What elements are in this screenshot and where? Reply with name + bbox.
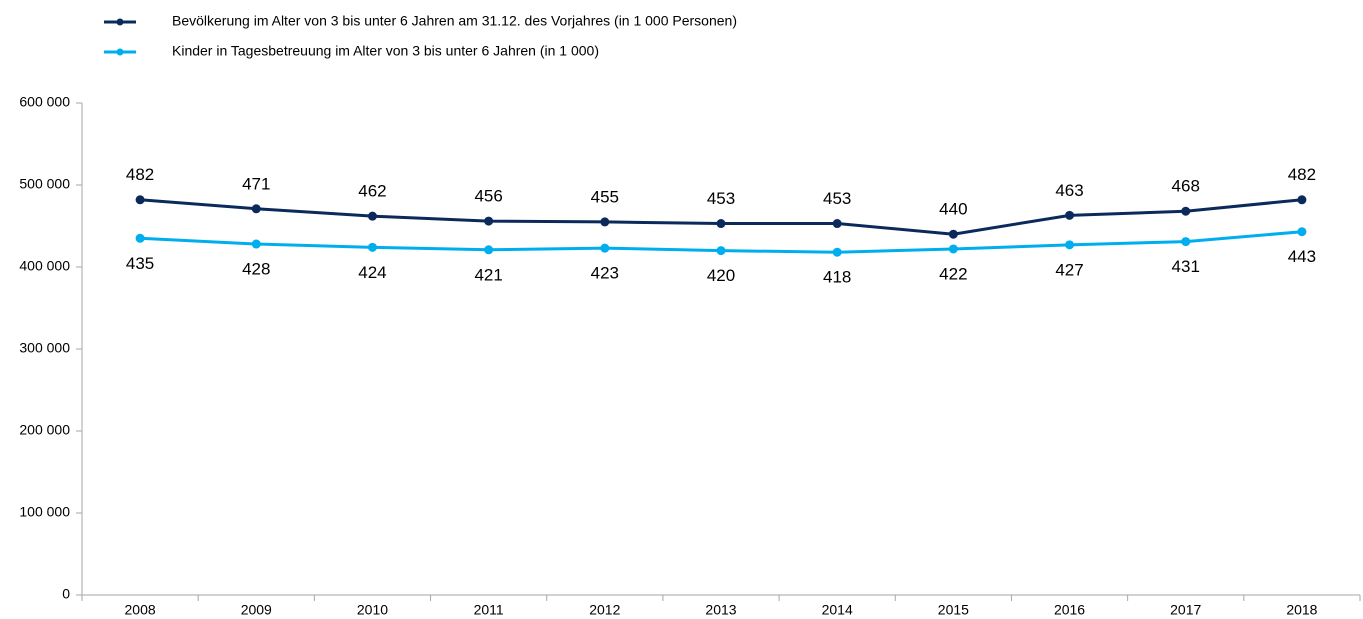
data-label: 421 (474, 265, 502, 284)
x-tick-label: 2011 (474, 602, 504, 618)
x-tick-label: 2012 (589, 602, 620, 618)
y-tick-label: 300 000 (19, 340, 70, 356)
data-point (251, 204, 261, 214)
data-label: 424 (358, 263, 386, 282)
data-point (832, 219, 842, 229)
y-tick-label: 200 000 (19, 422, 70, 438)
data-label: 423 (591, 264, 619, 283)
data-point (1065, 240, 1075, 250)
data-label: 420 (707, 266, 735, 285)
data-label: 435 (126, 254, 154, 273)
data-label: 482 (1288, 165, 1316, 184)
data-label: 468 (1172, 177, 1200, 196)
data-point (1181, 237, 1191, 247)
data-point (948, 229, 958, 239)
x-tick-label: 2015 (938, 602, 969, 618)
data-point (832, 247, 842, 257)
x-tick-label: 2016 (1054, 602, 1085, 618)
data-point (1297, 227, 1307, 237)
x-tick-label: 2008 (125, 602, 156, 618)
data-label: 456 (474, 187, 502, 206)
x-tick-label: 2010 (357, 602, 388, 618)
y-tick-label: 100 000 (19, 504, 70, 520)
data-label: 471 (242, 174, 270, 193)
data-label: 418 (823, 268, 851, 287)
data-label: 455 (591, 187, 619, 206)
legend-label: Kinder in Tagesbetreuung im Alter von 3 … (172, 43, 599, 59)
data-point (1181, 206, 1191, 216)
data-point (600, 217, 610, 227)
data-point (484, 245, 494, 255)
data-point (135, 195, 145, 205)
data-point (600, 243, 610, 253)
data-point (716, 246, 726, 256)
data-label: 453 (823, 189, 851, 208)
legend-label: Bevölkerung im Alter von 3 bis unter 6 J… (172, 13, 737, 29)
data-point (367, 242, 377, 252)
data-point (1065, 210, 1075, 220)
data-label: 482 (126, 165, 154, 184)
x-tick-label: 2013 (705, 602, 736, 618)
data-label: 453 (707, 189, 735, 208)
x-tick-label: 2014 (822, 602, 853, 618)
data-label: 440 (939, 200, 967, 219)
data-label: 462 (358, 182, 386, 201)
y-tick-label: 400 000 (19, 258, 70, 274)
data-point (135, 233, 145, 243)
x-tick-label: 2017 (1170, 602, 1201, 618)
y-tick-label: 600 000 (19, 94, 70, 110)
data-point (948, 244, 958, 254)
x-tick-label: 2009 (241, 602, 272, 618)
data-point (367, 211, 377, 221)
data-label: 443 (1288, 247, 1316, 266)
data-label: 427 (1055, 260, 1083, 279)
data-point (1297, 195, 1307, 205)
legend-marker (116, 48, 124, 56)
y-tick-label: 0 (62, 586, 70, 602)
data-label: 463 (1055, 181, 1083, 200)
data-point (251, 239, 261, 249)
y-tick-label: 500 000 (19, 176, 70, 192)
legend-marker (116, 18, 124, 26)
x-tick-label: 2018 (1286, 602, 1317, 618)
data-label: 431 (1172, 257, 1200, 276)
data-label: 428 (242, 260, 270, 279)
data-point (484, 216, 494, 226)
data-label: 422 (939, 264, 967, 283)
data-point (716, 219, 726, 229)
